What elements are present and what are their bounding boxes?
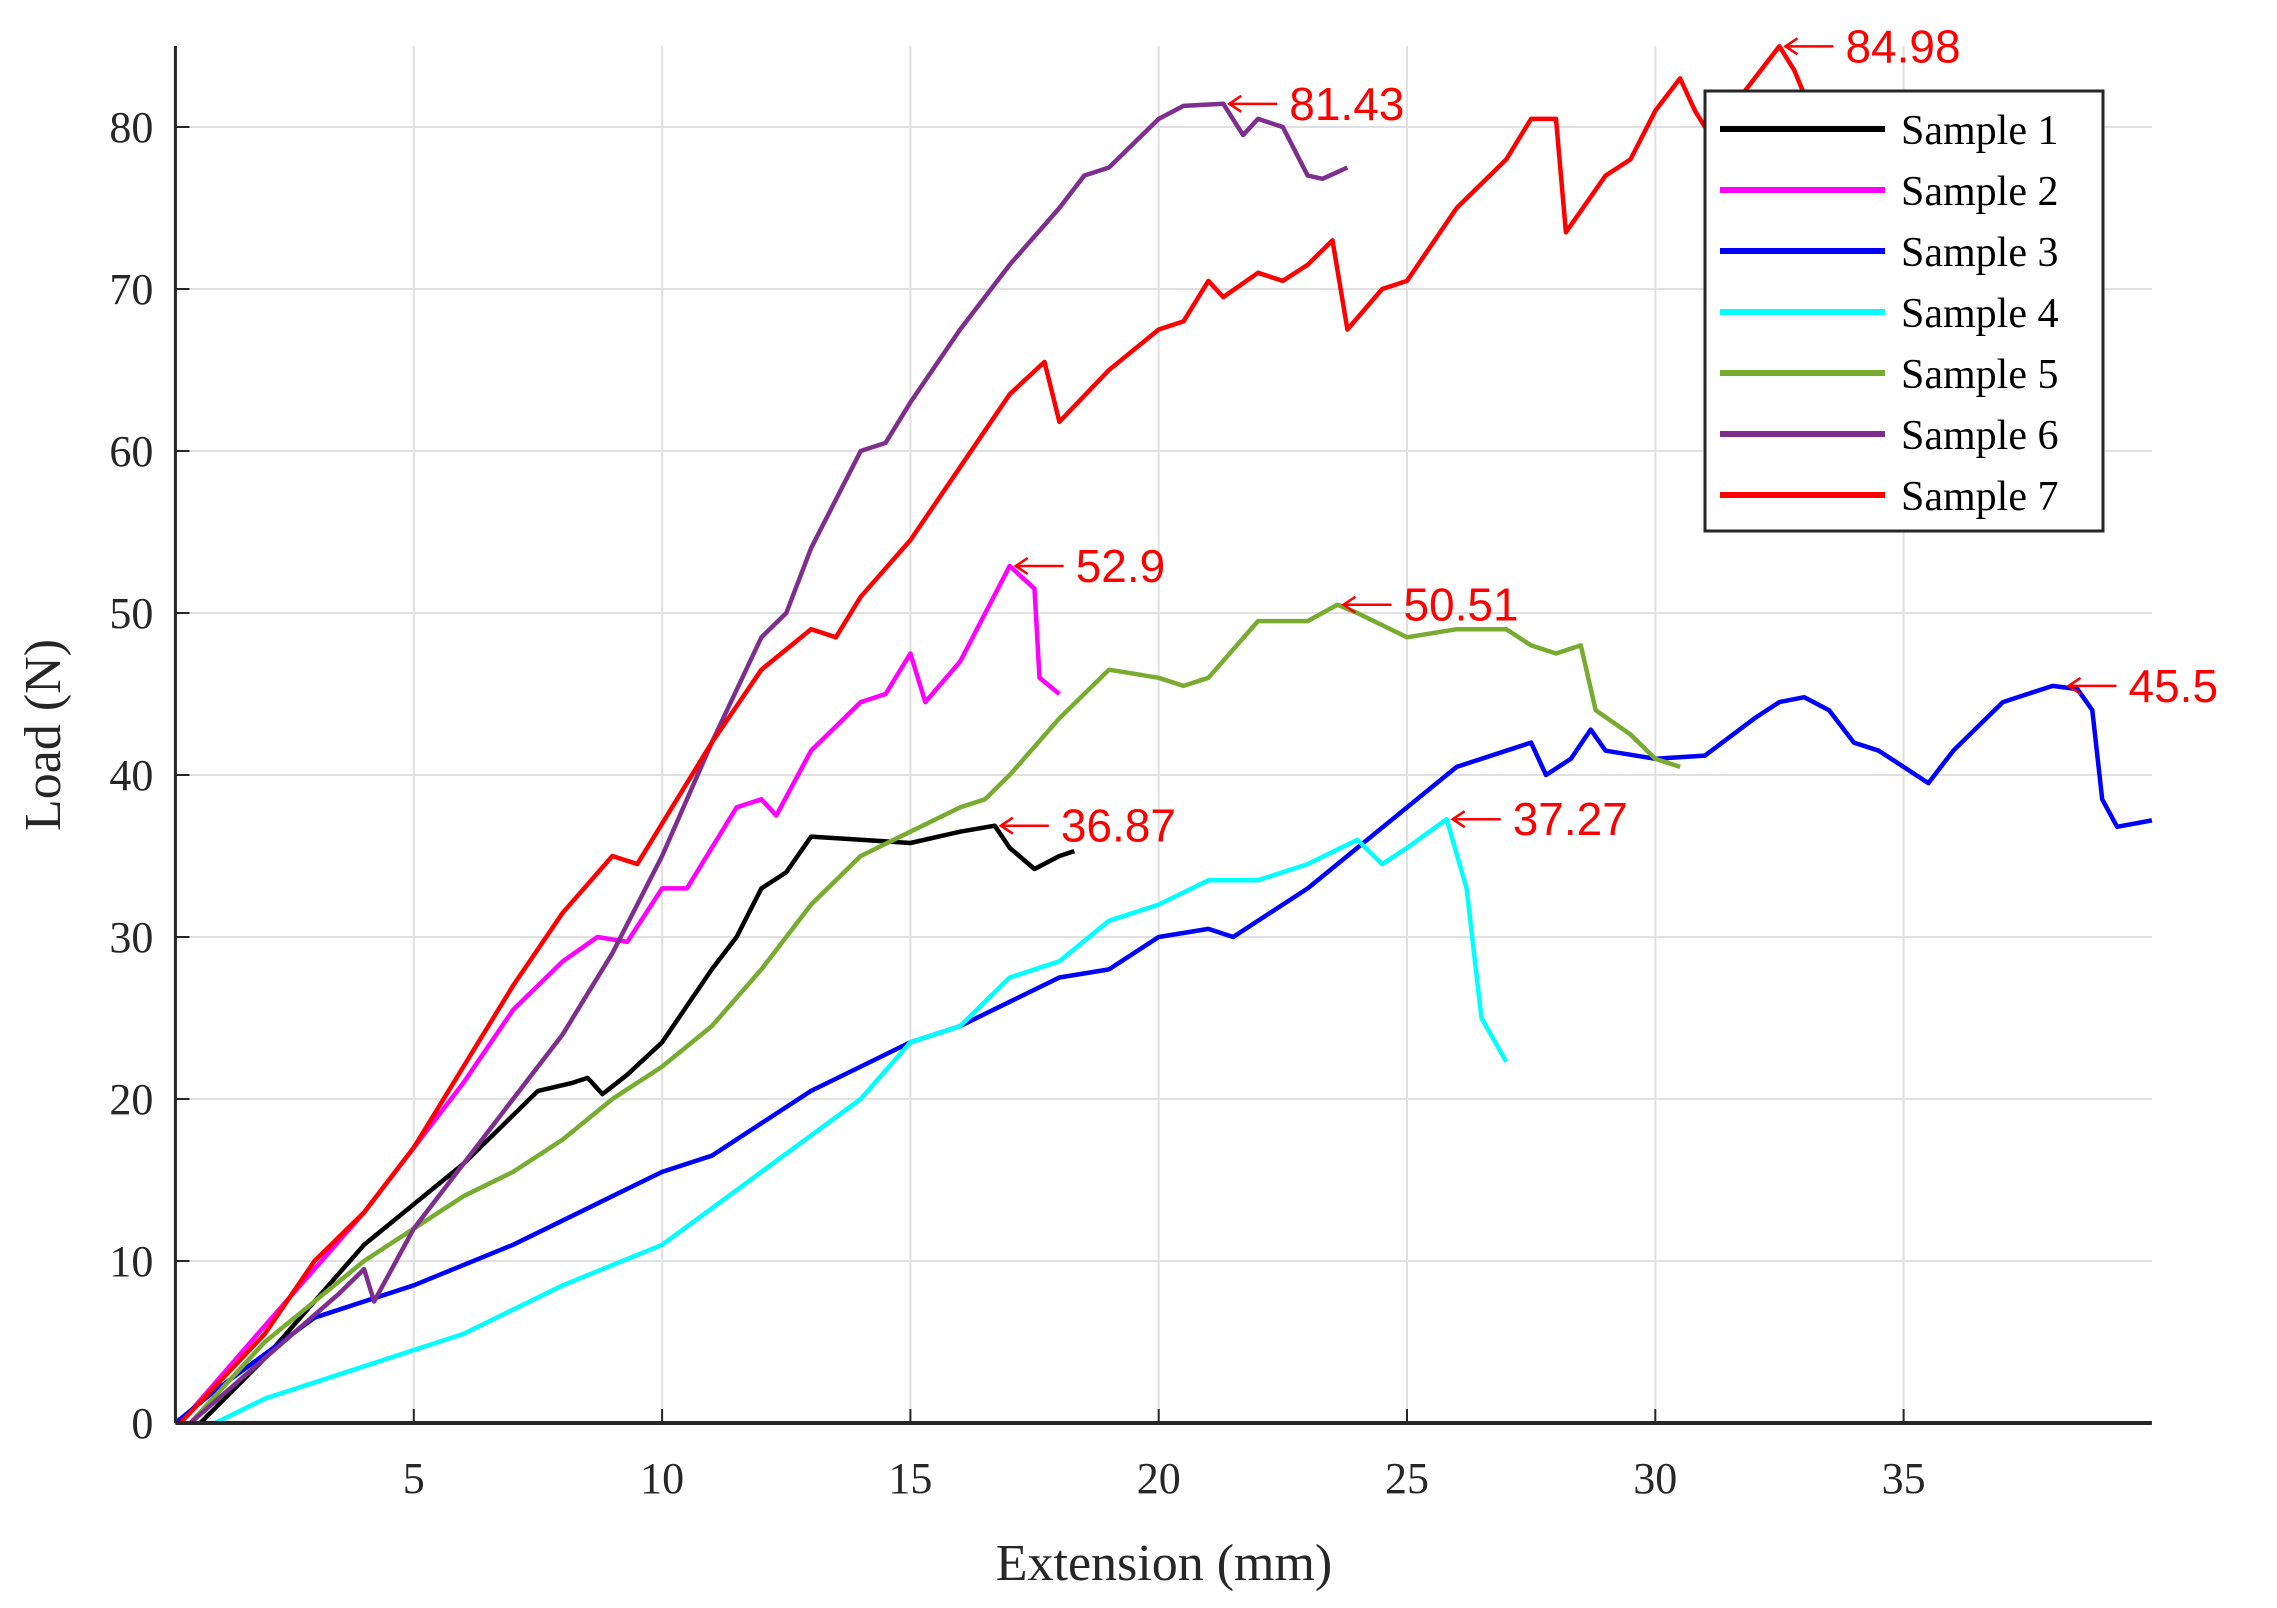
y-tick-label: 50 bbox=[109, 589, 153, 638]
annotation-label: 50.51 bbox=[1403, 579, 1518, 631]
series-line-sample-2 bbox=[178, 563, 1061, 1425]
annotation-arrowhead bbox=[1227, 94, 1242, 113]
annotation-label: 37.27 bbox=[1513, 793, 1628, 845]
annotation-arrowhead bbox=[1341, 595, 1357, 614]
legend-label-sample-6: Sample 6 bbox=[1901, 413, 2058, 459]
x-tick-label: 25 bbox=[1385, 1454, 1429, 1503]
series-line-sample-3 bbox=[173, 683, 2153, 1425]
axes: 5 10 15 20 25 30 35 0 10 20 30 40 50 60 70 80 bbox=[109, 46, 2152, 1503]
series-line-sample-6 bbox=[188, 101, 1349, 1425]
series-line-sample-5 bbox=[188, 602, 1681, 1425]
legend: Sample 1 Sample 2 Sample 3 Sample 4 Sample 5… bbox=[1703, 89, 2105, 533]
annotations: 36.87 52.9 45.5 37.27 50.51 81.43 84.98 bbox=[998, 20, 2219, 852]
x-tick-label: 35 bbox=[1882, 1454, 1926, 1503]
annotation-label: 36.87 bbox=[1061, 800, 1176, 852]
x-tick-label: 30 bbox=[1633, 1454, 1677, 1503]
y-tick-label: 0 bbox=[131, 1399, 153, 1448]
annotation-label: 84.98 bbox=[1845, 20, 1960, 72]
series-line-sample-4 bbox=[214, 816, 1509, 1426]
legend-label-sample-1: Sample 1 bbox=[1901, 108, 2058, 154]
x-axis-label: Extension (mm) bbox=[996, 1535, 1333, 1592]
series-lines bbox=[173, 44, 2153, 1426]
y-tick-label: 70 bbox=[109, 265, 153, 314]
y-tick-label: 30 bbox=[109, 913, 153, 962]
x-tick-label: 10 bbox=[640, 1454, 684, 1503]
legend-label-sample-3: Sample 3 bbox=[1901, 230, 2058, 276]
annotation-label: 81.43 bbox=[1289, 78, 1404, 130]
x-tick-label: 20 bbox=[1137, 1454, 1181, 1503]
annotation-arrowhead bbox=[998, 816, 1014, 835]
y-tick-label: 40 bbox=[109, 751, 153, 800]
annotation-label: 45.5 bbox=[2129, 660, 2219, 712]
y-tick-label: 20 bbox=[109, 1075, 153, 1124]
legend-label-sample-2: Sample 2 bbox=[1901, 169, 2058, 215]
y-tick-label: 80 bbox=[109, 103, 153, 152]
annotation-arrowhead bbox=[1783, 37, 1799, 56]
legend-label-sample-4: Sample 4 bbox=[1901, 291, 2058, 337]
series-line-sample-7 bbox=[178, 44, 1807, 1425]
x-tick-label: 5 bbox=[403, 1454, 425, 1503]
y-tick-label: 10 bbox=[109, 1237, 153, 1286]
annotation-arrowhead bbox=[1450, 810, 1466, 829]
y-axis-label: Load (N) bbox=[15, 639, 72, 831]
annotation-arrowhead bbox=[2066, 676, 2082, 695]
legend-label-sample-5: Sample 5 bbox=[1901, 352, 2058, 398]
annotation-arrowhead bbox=[1013, 556, 1029, 576]
legend-label-sample-7: Sample 7 bbox=[1901, 474, 2058, 520]
series-line-sample-1 bbox=[198, 823, 1076, 1425]
x-tick-label: 15 bbox=[888, 1454, 932, 1503]
y-tick-label: 60 bbox=[109, 427, 153, 476]
annotation-label: 52.9 bbox=[1076, 540, 1166, 592]
